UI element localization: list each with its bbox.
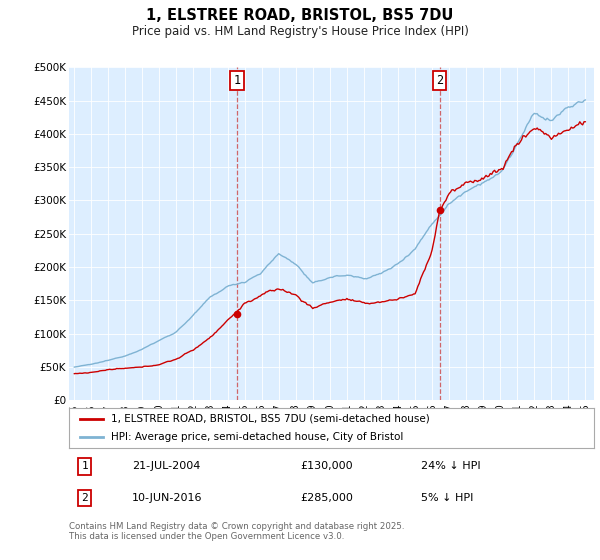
Text: 5% ↓ HPI: 5% ↓ HPI: [421, 493, 473, 503]
Text: Price paid vs. HM Land Registry's House Price Index (HPI): Price paid vs. HM Land Registry's House …: [131, 25, 469, 38]
Text: Contains HM Land Registry data © Crown copyright and database right 2025.
This d: Contains HM Land Registry data © Crown c…: [69, 522, 404, 542]
Text: 2: 2: [436, 74, 443, 87]
Text: 1: 1: [82, 461, 88, 472]
Text: 21-JUL-2004: 21-JUL-2004: [132, 461, 200, 472]
Text: 1, ELSTREE ROAD, BRISTOL, BS5 7DU: 1, ELSTREE ROAD, BRISTOL, BS5 7DU: [146, 8, 454, 24]
Text: 1: 1: [233, 74, 241, 87]
Text: £130,000: £130,000: [300, 461, 353, 472]
Text: 10-JUN-2016: 10-JUN-2016: [132, 493, 203, 503]
Text: 1, ELSTREE ROAD, BRISTOL, BS5 7DU (semi-detached house): 1, ELSTREE ROAD, BRISTOL, BS5 7DU (semi-…: [111, 414, 430, 423]
Text: HPI: Average price, semi-detached house, City of Bristol: HPI: Average price, semi-detached house,…: [111, 432, 403, 442]
Text: £285,000: £285,000: [300, 493, 353, 503]
Text: 24% ↓ HPI: 24% ↓ HPI: [421, 461, 481, 472]
Text: 2: 2: [82, 493, 88, 503]
